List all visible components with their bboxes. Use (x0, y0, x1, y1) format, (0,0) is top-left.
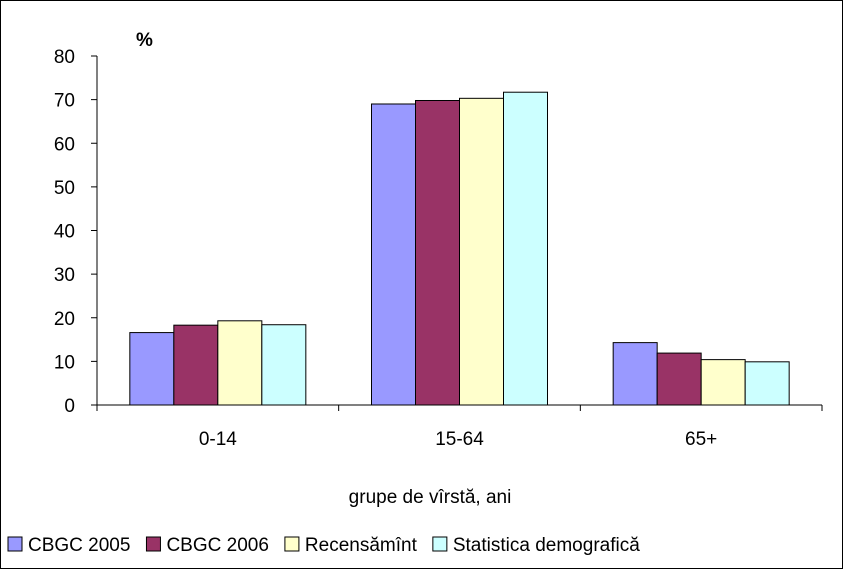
y-tick-label: 50 (54, 178, 75, 199)
legend-swatch (145, 536, 161, 552)
unit-label: % (136, 30, 153, 51)
y-tick-label: 10 (54, 352, 75, 373)
bar (744, 361, 790, 406)
bar (503, 91, 548, 406)
y-tick-label: 30 (54, 265, 75, 286)
legend-swatch (432, 536, 448, 552)
bar (129, 332, 175, 406)
bars (129, 91, 790, 406)
y-tick-label: 60 (54, 134, 75, 155)
x-axis-title: grupe de vîrstă, ani (349, 487, 512, 508)
legend: CBGC 2005 CBGC 2006 Recensămînt Statistica … (7, 535, 640, 556)
y-tick-label: 70 (54, 91, 75, 112)
legend-swatch (284, 536, 300, 552)
bar (656, 352, 702, 406)
legend-label: Recensămînt (305, 535, 418, 556)
y-axis: 0 10 20 30 40 50 60 70 80 (54, 47, 98, 417)
bar (415, 99, 460, 406)
bar (612, 342, 658, 406)
legend-label: CBGC 2005 (28, 535, 130, 556)
x-tick-label: 0-14 (199, 429, 237, 450)
y-tick-label: 20 (54, 309, 75, 330)
legend-swatch (7, 536, 23, 552)
bar (371, 103, 416, 406)
legend-label: Statistica demografică (453, 535, 640, 556)
y-tick-label: 80 (54, 47, 75, 68)
bar (173, 324, 219, 406)
y-tick-label: 40 (54, 222, 75, 243)
x-tick-label: 15-64 (435, 429, 484, 450)
bar (261, 324, 307, 406)
bar (700, 359, 746, 406)
y-tick-label: 0 (64, 396, 75, 417)
bar (217, 320, 263, 406)
x-tick-label: 65+ (685, 429, 717, 450)
bar (459, 97, 504, 406)
legend-label: CBGC 2006 (166, 535, 268, 556)
